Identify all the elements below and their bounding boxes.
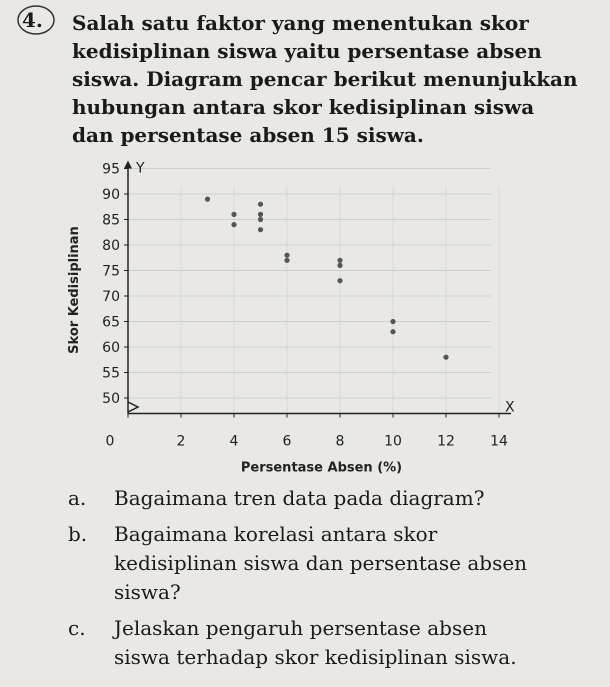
question-line: siswa? (114, 580, 181, 604)
problem-line: siswa. Diagram pencar berikut menunjukka… (72, 67, 578, 91)
y-axis-name: Y (135, 161, 145, 177)
y-axis-title: Skor Kedisiplinan (67, 226, 82, 354)
point (337, 257, 343, 263)
question-label: a. (68, 486, 86, 510)
question-line: Bagaimana tren data pada diagram? (114, 486, 484, 510)
question-label: b. (68, 522, 87, 546)
y-tick-label: 95 (102, 162, 120, 178)
question-line: Bagaimana korelasi antara skor (114, 522, 438, 546)
y-tick-label: 60 (102, 340, 120, 356)
x-tick-label: 2 (177, 434, 186, 450)
y-tick-label: 65 (102, 315, 120, 331)
point (231, 222, 237, 228)
x-axis-title: Persentase Absen (%) (241, 461, 402, 476)
number-circle (17, 5, 55, 35)
point (443, 354, 449, 360)
y-tick-label: 55 (102, 366, 120, 382)
point (257, 211, 264, 217)
problem-line: dan persentase absen 15 siswa. (72, 123, 424, 147)
point (204, 196, 211, 202)
x-tick-label: 6 (283, 434, 292, 450)
x-axis-name: X (505, 400, 515, 416)
point (257, 227, 264, 233)
y-tick-label: 90 (102, 187, 120, 203)
question-line: kedisiplinan siswa dan persentase absen (114, 551, 527, 575)
point (337, 262, 343, 268)
point (284, 252, 290, 258)
axis-break (127, 401, 140, 413)
x-tick-label: 4 (230, 434, 239, 450)
x-tick-label: 14 (490, 434, 508, 450)
y-tick-label: 50 (102, 391, 120, 407)
problem-line: hubungan antara skor kedisiplinan siswa (72, 95, 534, 119)
problem-number: 4. (22, 8, 43, 32)
problem-line: kedisiplinan siswa yaitu persentase abse… (72, 39, 542, 63)
point (257, 201, 264, 207)
point (231, 211, 237, 217)
x-tick-label: 12 (437, 434, 455, 450)
question-label: c. (68, 616, 86, 640)
y-tick-label: 85 (102, 213, 120, 229)
y-axis-arrow (124, 160, 132, 169)
problem-line: Salah satu faktor yang menentukan skor (72, 11, 529, 35)
x-tick-label: 8 (336, 434, 345, 450)
point (337, 278, 343, 284)
x-tick-label: 0 (106, 434, 115, 450)
x-tick-label: 10 (384, 434, 402, 450)
y-tick-label: 75 (102, 264, 120, 280)
question-line: siswa terhadap skor kedisiplinan siswa. (114, 645, 517, 669)
question-line: Jelaskan pengaruh persentase absen (112, 616, 487, 640)
y-tick-label: 70 (102, 289, 120, 305)
point (257, 216, 264, 223)
point (284, 257, 290, 263)
y-tick-label: 80 (102, 238, 120, 254)
point (390, 318, 396, 325)
point (390, 329, 396, 335)
